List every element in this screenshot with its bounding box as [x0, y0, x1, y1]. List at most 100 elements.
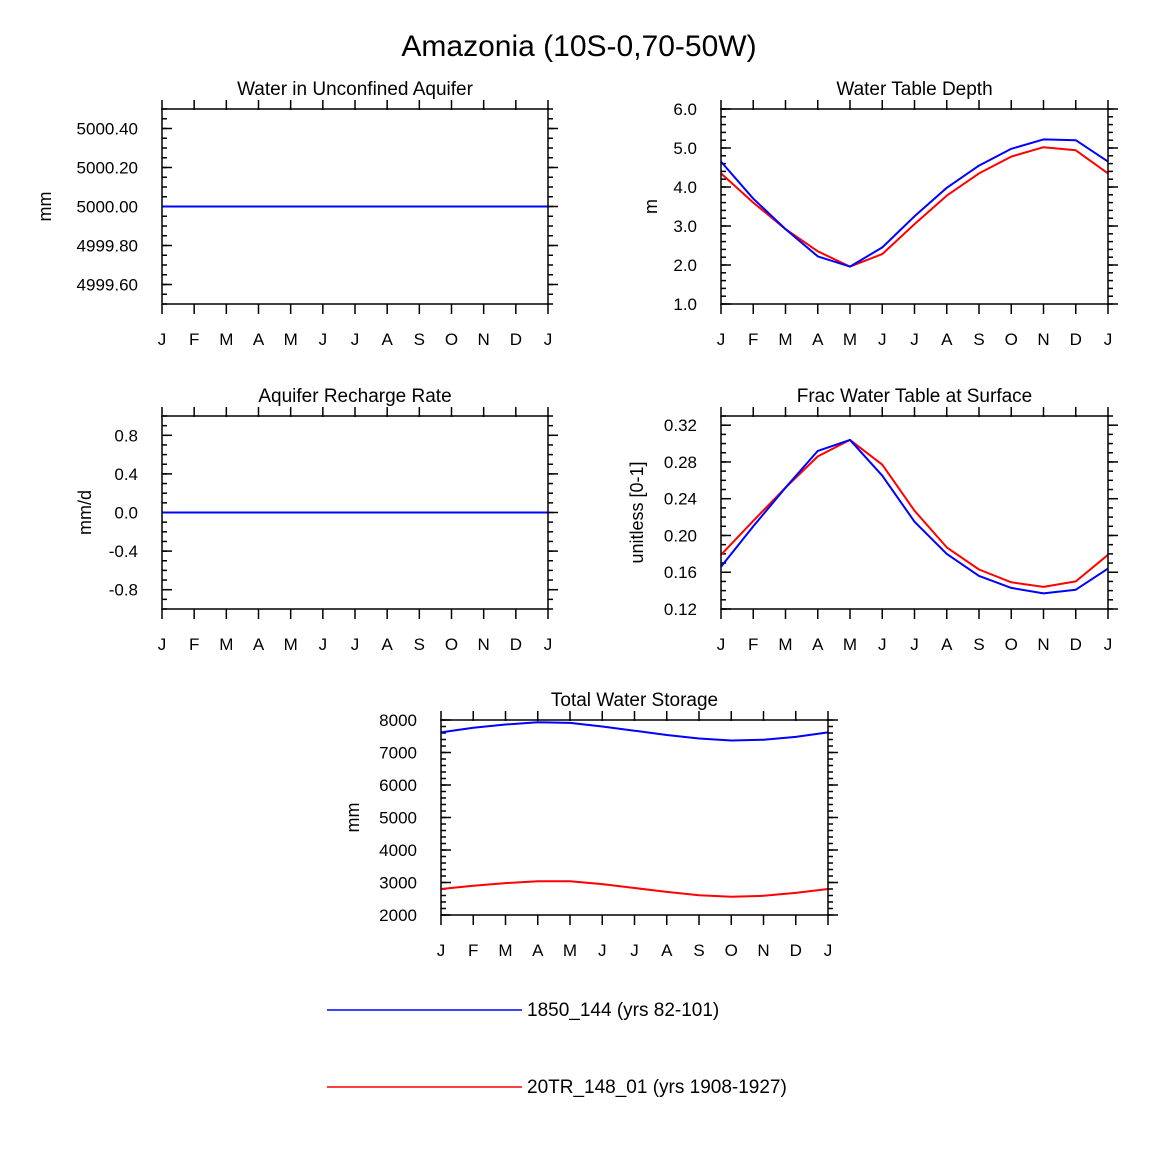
x-tick-label: O — [725, 941, 738, 960]
x-tick-label: A — [661, 941, 673, 960]
x-tick-label: J — [598, 941, 607, 960]
x-tick-label: J — [910, 330, 919, 349]
x-tick-label: M — [219, 635, 233, 654]
y-tick-label: 4.0 — [673, 178, 697, 197]
x-tick-label: S — [414, 635, 425, 654]
y-axis-label: m — [641, 199, 661, 214]
x-tick-label: J — [910, 635, 919, 654]
x-tick-label: A — [812, 330, 824, 349]
x-tick-label: M — [219, 330, 233, 349]
y-tick-label: 7000 — [379, 744, 417, 763]
panel-title: Water Table Depth — [836, 79, 992, 100]
y-tick-label: 6.0 — [673, 100, 697, 119]
x-tick-label: M — [843, 635, 857, 654]
x-tick-label: J — [158, 635, 167, 654]
y-tick-label: 2.0 — [673, 256, 697, 275]
panel-5: Total Water Storage mm 2000 3000 4000 5000 600… — [343, 690, 838, 960]
x-tick-label: O — [1005, 635, 1018, 654]
x-tick-label: J — [878, 330, 887, 349]
x-tick-label: N — [1037, 330, 1049, 349]
panel-title: Total Water Storage — [551, 690, 718, 711]
x-tick-label: F — [189, 635, 199, 654]
panel-3: Aquifer Recharge Rate mm/d -0.8 -0.4 0.0 0.4 0… — [75, 386, 558, 654]
x-tick-label: N — [478, 330, 490, 349]
panel-4: Frac Water Table at Surface unitless [0-1… — [627, 386, 1118, 654]
y-tick-label: 1.0 — [673, 295, 697, 314]
y-tick-label: 5000.40 — [77, 120, 138, 139]
series-line-1 — [440, 721, 829, 742]
y-tick-label: 8000 — [379, 711, 417, 730]
x-tick-label: A — [381, 635, 393, 654]
x-tick-label: A — [253, 330, 265, 349]
y-tick-label: 4000 — [379, 841, 417, 860]
y-tick-label: 5.0 — [673, 139, 697, 158]
y-tick-label: 0.24 — [664, 490, 697, 509]
y-tick-label: -0.4 — [109, 542, 138, 561]
y-tick-label: 0.8 — [114, 426, 138, 445]
plot-frame — [440, 719, 829, 916]
x-tick-label: D — [510, 330, 522, 349]
plot-frame — [161, 415, 549, 610]
y-tick-label: 3.0 — [673, 217, 697, 236]
x-tick-label: J — [824, 941, 833, 960]
x-tick-label: A — [941, 330, 953, 349]
x-tick-label: M — [778, 635, 792, 654]
legend: 1850_144 (yrs 82-101) 20TR_148_01 (yrs 1… — [327, 1000, 787, 1098]
x-tick-label: A — [532, 941, 544, 960]
x-tick-label: D — [510, 635, 522, 654]
panels: Water in Unconfined Aquifer mm 4999.60 4999… — [35, 79, 1118, 960]
x-tick-label: D — [790, 941, 802, 960]
y-tick-label: 0.20 — [664, 526, 697, 545]
x-tick-label: J — [630, 941, 639, 960]
x-tick-label: F — [468, 941, 478, 960]
x-tick-label: F — [748, 635, 758, 654]
x-tick-label: S — [973, 330, 984, 349]
y-tick-label: 0.16 — [664, 563, 697, 582]
legend-label-series1: 1850_144 (yrs 82-101) — [527, 1000, 719, 1021]
x-tick-label: J — [1104, 635, 1113, 654]
series-line-2 — [720, 146, 1109, 268]
x-tick-label: J — [437, 941, 446, 960]
y-tick-label: -0.8 — [109, 581, 138, 600]
x-tick-label: A — [253, 635, 265, 654]
y-tick-label: 6000 — [379, 776, 417, 795]
x-tick-label: A — [941, 635, 953, 654]
x-tick-label: J — [544, 330, 553, 349]
y-tick-label: 2000 — [379, 906, 417, 925]
y-tick-label: 0.12 — [664, 600, 697, 619]
y-tick-label: 4999.60 — [77, 276, 138, 295]
x-tick-label: F — [748, 330, 758, 349]
y-tick-label: 0.32 — [664, 416, 697, 435]
x-tick-label: J — [319, 635, 328, 654]
y-axis-label: mm — [343, 803, 363, 833]
x-tick-label: M — [563, 941, 577, 960]
figure-title: Amazonia (10S-0,70-50W) — [401, 30, 756, 63]
x-tick-label: O — [1005, 330, 1018, 349]
y-axis-label: mm/d — [75, 490, 95, 535]
x-tick-label: N — [478, 635, 490, 654]
y-tick-label: 0.0 — [114, 504, 138, 523]
x-tick-label: S — [693, 941, 704, 960]
y-tick-label: 4999.80 — [77, 237, 138, 256]
plot-frame — [720, 415, 1109, 610]
x-tick-label: A — [812, 635, 824, 654]
y-tick-label: 0.28 — [664, 453, 697, 472]
x-tick-label: N — [757, 941, 769, 960]
x-tick-label: M — [284, 330, 298, 349]
x-tick-label: J — [351, 330, 360, 349]
x-tick-label: J — [544, 635, 553, 654]
panel-title: Aquifer Recharge Rate — [258, 386, 451, 407]
y-tick-label: 3000 — [379, 874, 417, 893]
x-tick-label: J — [1104, 330, 1113, 349]
x-tick-label: J — [158, 330, 167, 349]
x-tick-label: S — [973, 635, 984, 654]
panel-title: Frac Water Table at Surface — [797, 386, 1033, 407]
x-tick-label: F — [189, 330, 199, 349]
y-tick-label: 5000.00 — [77, 198, 138, 217]
x-tick-label: J — [351, 635, 360, 654]
y-axis-label: unitless [0-1] — [627, 461, 647, 563]
x-tick-label: M — [843, 330, 857, 349]
x-tick-label: D — [1070, 330, 1082, 349]
x-tick-label: A — [381, 330, 393, 349]
